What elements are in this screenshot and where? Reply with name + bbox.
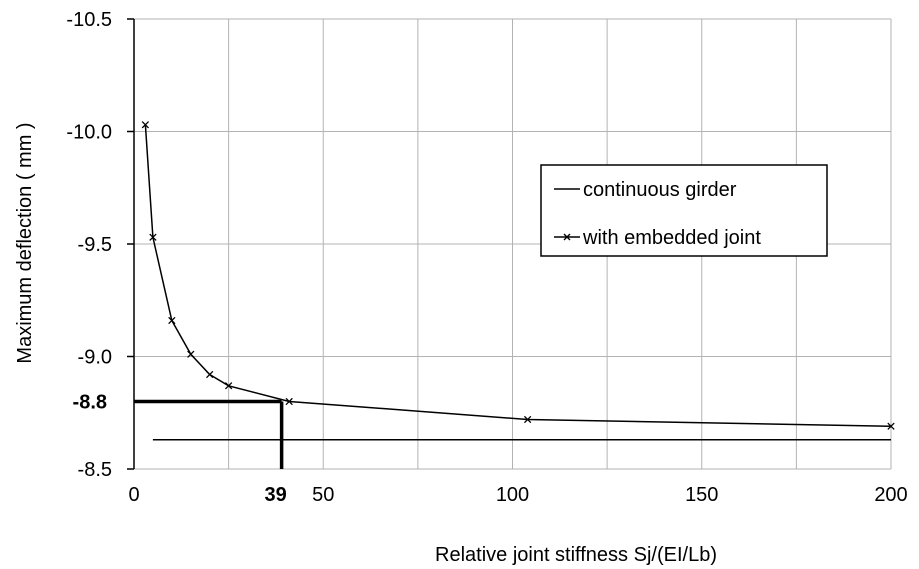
y-tick-label: -8.5	[78, 459, 112, 481]
y-tick-label: -9.5	[78, 234, 112, 256]
tick-labels: 0 50 100 150 200 -10.5 -10.0 -9.5 -9.0 -8.5 39 -8.8	[66, 9, 907, 506]
y-tick-label: -10.0	[66, 122, 112, 144]
data-point-marker	[187, 350, 195, 358]
x-tick-label: 150	[685, 484, 718, 506]
data-point-marker	[224, 382, 233, 390]
data-point-marker	[168, 316, 176, 325]
x-tick-label: 0	[128, 484, 139, 506]
legend-marker-with-embedded-joint	[563, 233, 571, 241]
x-tick-label: 200	[874, 484, 907, 506]
y-axis-title: Maximum deflection ( mm )	[14, 122, 36, 363]
data-point-marker	[149, 233, 157, 241]
data-point-marker	[206, 370, 214, 379]
data-point-marker	[141, 121, 150, 129]
data-point-marker	[887, 422, 895, 430]
legend-box	[540, 164, 828, 257]
legend-label-with-embedded-joint: with embedded joint	[582, 227, 761, 249]
series-layer	[141, 121, 895, 441]
x-tick-label: 50	[312, 484, 334, 506]
data-point-marker	[523, 415, 532, 424]
reference-y-label: -8.8	[73, 392, 107, 414]
y-tick-label: -10.5	[66, 9, 112, 31]
x-tick-label: 100	[496, 484, 529, 506]
reference-lines	[134, 399, 284, 469]
legend-label-continuous-girder: continuous girder	[583, 179, 737, 201]
reference-x-label: 39	[264, 484, 286, 506]
legend: continuous girder with embedded joint	[540, 164, 828, 257]
data-point-marker	[285, 397, 293, 406]
axes	[127, 18, 135, 470]
x-axis-title: Relative joint stiffness Sj/(EI/Lb)	[435, 544, 717, 566]
y-tick-label: -9.0	[78, 347, 112, 369]
